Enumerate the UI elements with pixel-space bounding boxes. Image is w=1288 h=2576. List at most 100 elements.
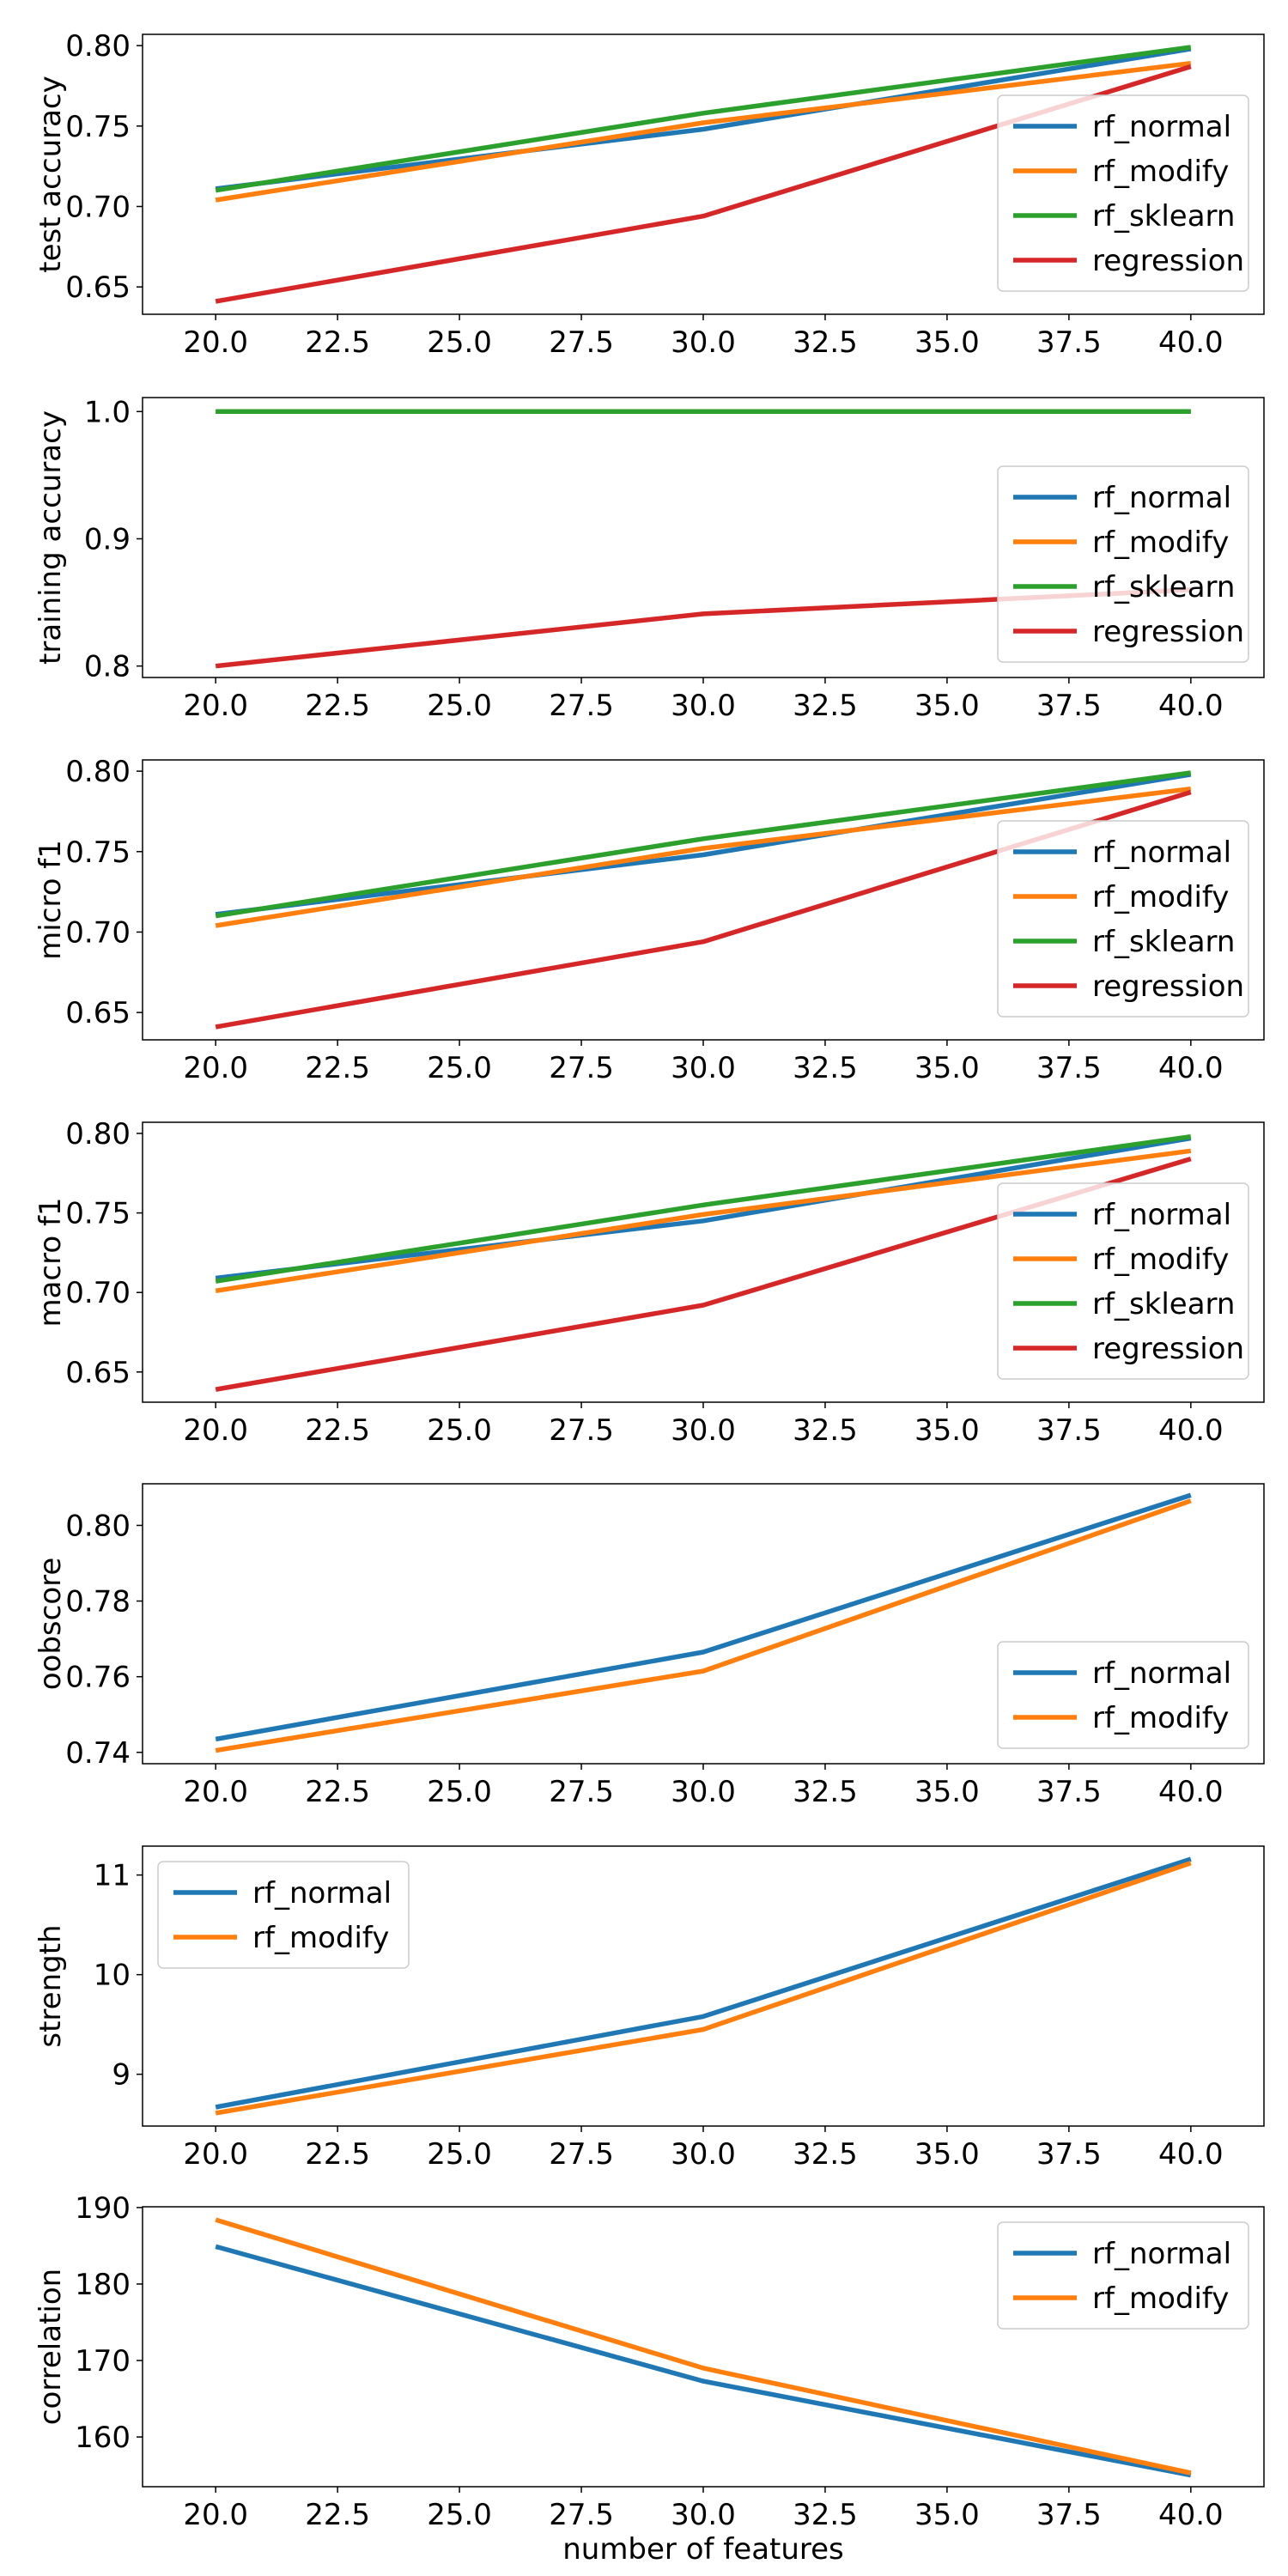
series-line-rf_modify: [215, 2217, 1192, 2476]
y-tick-label: 0.70: [65, 1276, 131, 1310]
x-tick-label: 27.5: [549, 2137, 614, 2172]
series-line-rf_sklearn: [215, 1133, 1192, 1284]
y-tick-label: 0.8: [84, 650, 131, 684]
y-tick-label: 0.74: [65, 1736, 131, 1771]
y-tick-label: 0.70: [65, 190, 131, 224]
x-tick-label: 30.0: [671, 1413, 736, 1448]
series-line-rf_sklearn: [215, 45, 1192, 193]
x-tick-label: 20.0: [183, 1413, 248, 1448]
x-tick-label: 22.5: [305, 2137, 370, 2172]
series-line-rf_sklearn: [215, 770, 1192, 919]
y-tick-label: 0.78: [65, 1585, 131, 1619]
y-tick-label: 0.65: [65, 270, 131, 305]
x-tick-label: 35.0: [914, 1051, 980, 1085]
x-axis-label: number of features: [562, 2532, 844, 2567]
legend-label-rf_normal: rf_normal: [1092, 481, 1231, 515]
y-tick-label: 190: [75, 2191, 131, 2226]
subplot-3: 20.0 22.5 25.0 27.5 30.0 32.5 35.0 37.5 40.0 0.65…: [33, 755, 1265, 1085]
y-tick-label: 0.70: [65, 915, 131, 950]
subplot-5: 20.0 22.5 25.0 27.5 30.0 32.5 35.0 37.5 40.0 0.74…: [33, 1483, 1265, 1809]
x-tick-label: 37.5: [1036, 689, 1102, 723]
legend-label-rf_normal: rf_normal: [252, 1876, 392, 1911]
x-tick-label: 20.0: [183, 1051, 248, 1085]
subplot-2: 20.0 22.5 25.0 27.5 30.0 32.5 35.0 37.5 40.0 0.8 0…: [33, 395, 1265, 723]
x-tick-label: 40.0: [1158, 325, 1224, 360]
x-tick-label: 20.0: [183, 325, 248, 360]
y-tick-label: 0.75: [65, 1197, 131, 1231]
x-tick-label: 30.0: [671, 689, 736, 723]
y-tick-label: 9: [112, 2058, 131, 2093]
y-tick-label: 0.65: [65, 996, 131, 1030]
x-tick-label: 22.5: [305, 1775, 370, 1809]
subplot-7: 20.0 22.5 25.0 27.5 30.0 32.5 35.0 37.5 40.0 160 1…: [33, 2191, 1265, 2567]
x-tick-label: 22.5: [305, 689, 370, 723]
series-line-rf_normal: [215, 46, 1192, 191]
x-tick-label: 40.0: [1158, 1051, 1224, 1085]
x-tick-label: 25.0: [427, 2498, 492, 2532]
x-tick-label: 35.0: [914, 2137, 980, 2172]
legend-label-rf_normal: rf_normal: [1092, 1656, 1231, 1691]
x-tick-label: 27.5: [549, 689, 614, 723]
legend-label-regression: regression: [1092, 244, 1244, 278]
x-tick-label: 32.5: [793, 1413, 858, 1448]
legend: rf_normal rf_modify rf_sklearn regression: [997, 465, 1249, 663]
series-line-rf_normal: [215, 772, 1192, 917]
x-tick-label: 37.5: [1036, 2137, 1102, 2172]
x-tick-label: 27.5: [549, 325, 614, 360]
legend: rf_normal rf_modify: [997, 1641, 1249, 1749]
legend: rf_normal rf_modify rf_sklearn regression: [997, 94, 1249, 292]
y-tick-label: 0.76: [65, 1661, 131, 1695]
series-line-rf_modify: [215, 60, 1192, 203]
x-tick-label: 40.0: [1158, 1775, 1224, 1809]
x-tick-label: 32.5: [793, 2498, 858, 2532]
legend: rf_normal rf_modify: [157, 1861, 410, 1969]
x-tick-label: 40.0: [1158, 689, 1224, 723]
legend-box: [997, 820, 1249, 1018]
y-tick-label: 0.9: [84, 522, 131, 556]
x-tick-label: 37.5: [1036, 1051, 1102, 1085]
legend-label-rf_modify: rf_modify: [1092, 2281, 1229, 2316]
x-tick-label: 25.0: [427, 325, 492, 360]
x-tick-label: 30.0: [671, 2137, 736, 2172]
legend-label-rf_sklearn: rf_sklearn: [1092, 1287, 1235, 1321]
legend-box: [997, 1641, 1249, 1749]
x-tick-label: 40.0: [1158, 2137, 1224, 2172]
legend: rf_normal rf_modify rf_sklearn regression: [997, 820, 1249, 1018]
x-tick-label: 32.5: [793, 1775, 858, 1809]
legend-label-rf_sklearn: rf_sklearn: [1092, 570, 1235, 605]
series-line-rf_modify: [215, 1148, 1192, 1294]
y-tick-label: 170: [75, 2344, 131, 2379]
x-tick-label: 37.5: [1036, 2498, 1102, 2532]
x-tick-label: 32.5: [793, 689, 858, 723]
x-tick-label: 25.0: [427, 1775, 492, 1809]
x-tick-label: 30.0: [671, 325, 736, 360]
y-tick-label: 180: [75, 2268, 131, 2302]
x-tick-label: 27.5: [549, 2498, 614, 2532]
x-tick-label: 27.5: [549, 1051, 614, 1085]
y-tick-label: 0.80: [65, 755, 131, 789]
legend: rf_normal rf_modify rf_sklearn regression: [997, 1182, 1249, 1380]
series-line-rf_normal: [215, 1856, 1192, 2110]
x-tick-label: 20.0: [183, 2498, 248, 2532]
x-tick-label: 35.0: [914, 1775, 980, 1809]
x-tick-label: 35.0: [914, 2498, 980, 2532]
x-tick-label: 25.0: [427, 689, 492, 723]
x-tick-label: 25.0: [427, 1413, 492, 1448]
legend-label-rf_modify: rf_modify: [1092, 880, 1229, 914]
x-tick-label: 37.5: [1036, 325, 1102, 360]
legend-box: [997, 465, 1249, 663]
x-tick-label: 22.5: [305, 1051, 370, 1085]
legend-label-regression: regression: [1092, 615, 1244, 649]
legend-label-rf_normal: rf_normal: [1092, 2237, 1231, 2271]
legend-label-regression: regression: [1092, 969, 1244, 1004]
x-tick-label: 40.0: [1158, 1413, 1224, 1448]
y-axis-label: test accuracy: [33, 76, 68, 273]
y-axis-label: strength: [33, 1924, 68, 2047]
y-tick-label: 0.65: [65, 1356, 131, 1390]
x-tick-label: 32.5: [793, 325, 858, 360]
legend-label-rf_modify: rf_modify: [1092, 1242, 1229, 1277]
y-tick-label: 0.80: [65, 1509, 131, 1543]
x-tick-label: 20.0: [183, 2137, 248, 2172]
x-tick-label: 35.0: [914, 689, 980, 723]
y-axis-label: oobscore: [33, 1558, 68, 1691]
